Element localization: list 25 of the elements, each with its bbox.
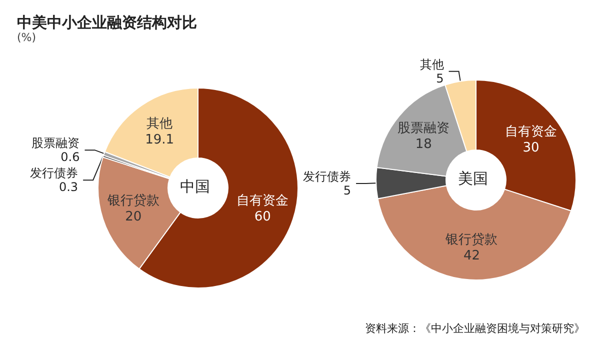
chart-title: 中美中小企业融资结构对比 <box>17 14 197 32</box>
slice-label: 发行债券 <box>30 166 78 180</box>
data-label: 0.6 <box>60 150 80 164</box>
slice-label: 股票融资 <box>398 121 450 136</box>
text: 美国 <box>458 170 488 188</box>
data-label: 18 <box>415 137 432 152</box>
slice-label: 自有资金 <box>236 194 289 209</box>
slice-label: 股票融资 <box>32 136 80 150</box>
slice-label: 其他 <box>420 57 444 72</box>
data-label: 19.1 <box>145 132 174 148</box>
data-label: 0.3 <box>58 180 78 194</box>
chart-subtitle: (%) <box>17 31 36 44</box>
slice-label: 银行贷款 <box>444 232 498 248</box>
slice-label: 自有资金 <box>505 124 558 140</box>
slice-label: 银行贷款 <box>106 194 160 209</box>
data-label: 60 <box>254 210 271 225</box>
data-label: 5 <box>343 183 352 198</box>
slice-label: 发行债券 <box>303 169 352 184</box>
slice-label: 其他 <box>146 116 173 132</box>
data-label: 5 <box>436 71 444 86</box>
data-label: 42 <box>463 248 480 264</box>
data-label: 20 <box>125 210 142 225</box>
text: 资料来源：《中小企业融资困境与对策研究》 <box>365 322 585 335</box>
text: 中国 <box>180 178 210 196</box>
data-label: 30 <box>522 140 540 156</box>
